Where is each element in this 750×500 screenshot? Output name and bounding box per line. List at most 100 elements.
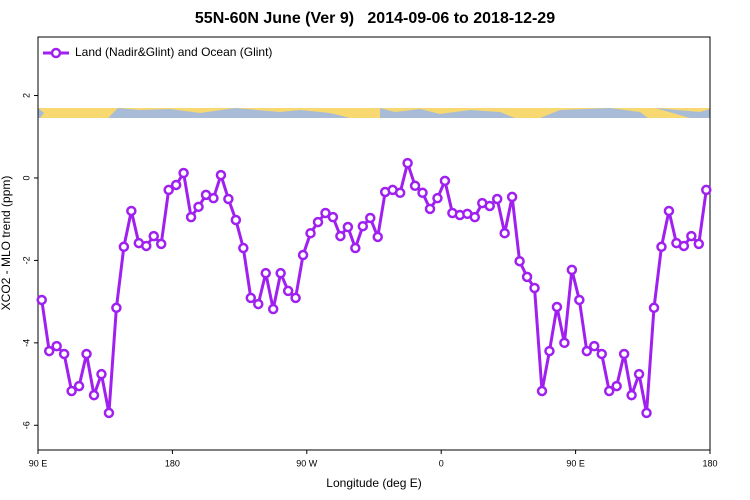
x-tick-label: 180	[702, 458, 717, 468]
data-point	[424, 203, 436, 215]
data-point	[603, 385, 615, 397]
data-point	[701, 184, 712, 196]
data-point	[506, 191, 518, 203]
data-point	[275, 267, 286, 279]
data-point	[320, 207, 331, 219]
data-point	[208, 192, 219, 204]
map-strip	[38, 108, 710, 118]
data-point	[290, 292, 301, 304]
data-point	[81, 348, 92, 360]
data-point	[491, 193, 503, 205]
x-tick-label: 180	[165, 458, 180, 468]
data-point	[544, 345, 555, 357]
data-point	[170, 179, 182, 191]
data-point	[499, 227, 510, 239]
legend-label: Land (Nadir&Glint) and Ocean (Glint)	[75, 45, 272, 59]
data-point	[656, 241, 667, 253]
data-point	[693, 238, 705, 250]
data-point	[267, 303, 279, 315]
data-point	[58, 348, 70, 360]
data-point	[342, 221, 354, 233]
y-axis-label: XCO2 - MLO trend (ppm)	[0, 176, 13, 311]
data-point	[155, 238, 167, 250]
data-point	[559, 337, 570, 349]
data-point	[223, 193, 234, 205]
data-point	[111, 302, 122, 314]
data-point	[260, 267, 271, 279]
data-point	[238, 242, 249, 254]
data-point	[163, 184, 174, 196]
data-point	[215, 169, 227, 181]
data-point	[126, 205, 137, 217]
data-point	[484, 200, 495, 212]
data-point	[566, 264, 578, 276]
data-point	[51, 340, 62, 352]
chart-title: 55N-60N June (Ver 9) 2014-09-06 to 2018-…	[195, 10, 555, 27]
x-tick-label: 90 W	[296, 458, 318, 468]
data-point	[335, 230, 346, 242]
data-point	[529, 282, 540, 294]
data-point	[536, 385, 548, 397]
y-tick-label: -2	[21, 256, 31, 264]
data-point	[193, 201, 204, 213]
data-point	[43, 345, 55, 357]
data-point	[327, 211, 339, 223]
data-point	[372, 231, 383, 243]
data-point	[73, 380, 85, 392]
x-axis-label: Longitude (deg E)	[326, 476, 421, 490]
data-point	[663, 205, 675, 217]
data-point	[357, 220, 369, 232]
data-point	[686, 230, 697, 242]
data-point	[141, 240, 152, 252]
data-point	[88, 389, 100, 401]
plot-frame	[37, 36, 711, 451]
data-point	[118, 241, 130, 253]
data-point	[417, 187, 428, 199]
data-point	[297, 249, 309, 261]
data-point	[618, 348, 630, 360]
data-point	[365, 212, 376, 224]
data-point	[469, 211, 481, 223]
data-point	[282, 285, 294, 297]
data-point	[394, 187, 406, 199]
data-point	[36, 294, 47, 306]
data-point	[574, 294, 585, 306]
data-point	[521, 271, 533, 283]
data-point	[230, 214, 242, 226]
data-point	[596, 348, 607, 360]
data-point	[103, 407, 115, 419]
data-point	[178, 167, 189, 179]
data-point	[439, 175, 451, 187]
data-point	[678, 240, 690, 252]
y-tick-label: 2	[21, 93, 31, 98]
data-point	[402, 157, 413, 169]
data-point	[641, 407, 652, 419]
data-point	[581, 345, 593, 357]
data-point	[626, 389, 637, 401]
data-point	[648, 302, 660, 314]
data-point	[432, 192, 443, 204]
data-point	[305, 227, 316, 239]
data-point	[409, 180, 421, 192]
data-point	[350, 242, 361, 254]
data-point	[253, 298, 264, 310]
data-point	[66, 385, 77, 397]
legend-marker	[50, 47, 62, 59]
data-point	[148, 230, 159, 242]
x-tick-label: 0	[439, 458, 444, 468]
data-point	[589, 340, 600, 352]
series-line	[40, 157, 708, 414]
data-point	[551, 301, 563, 313]
x-tick-label: 90 E	[29, 458, 48, 468]
y-tick-label: 0	[21, 175, 31, 180]
y-tick-label: -4	[21, 339, 31, 347]
data-point	[96, 368, 107, 380]
data-point	[514, 255, 525, 267]
data-point	[611, 380, 622, 392]
data-point	[312, 216, 324, 228]
data-point	[245, 292, 257, 304]
data-point	[633, 368, 645, 380]
y-tick-label: -6	[21, 421, 31, 429]
data-point	[185, 211, 197, 223]
